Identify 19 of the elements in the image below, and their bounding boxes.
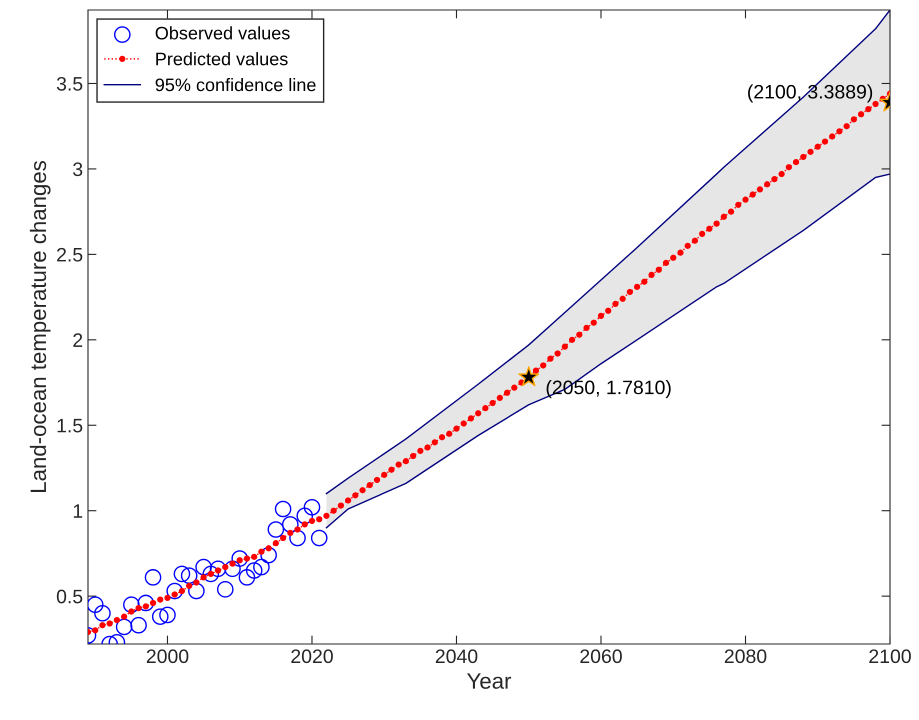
y-axis-title: Land-ocean temperature changes	[30, 161, 51, 492]
x-tick-label: 2080	[724, 649, 766, 664]
x-tick-label: 2060	[580, 649, 622, 664]
x-tick-label: 2020	[291, 649, 333, 664]
y-tick-label: 2	[73, 333, 82, 347]
legend-label: Observed values	[156, 26, 290, 40]
y-tick-label: 3.5	[56, 76, 82, 91]
annotation: (2100, 3.3889)	[748, 84, 872, 102]
x-tick-label: 2100	[869, 649, 911, 664]
y-tick-label: 3	[73, 162, 82, 176]
y-tick-label: 2.5	[57, 248, 82, 262]
y-tick-label: 1	[74, 504, 82, 518]
y-tick-label: 1.5	[58, 418, 82, 432]
legend-label: 95% confidence line	[156, 78, 316, 92]
x-tick-label: 2040	[436, 649, 478, 664]
y-tick-label: 0.5	[56, 590, 82, 604]
legend-label: Predicted values	[156, 52, 288, 66]
x-tick-label: 2000	[146, 649, 188, 664]
x-axis-title: Year	[467, 673, 512, 689]
